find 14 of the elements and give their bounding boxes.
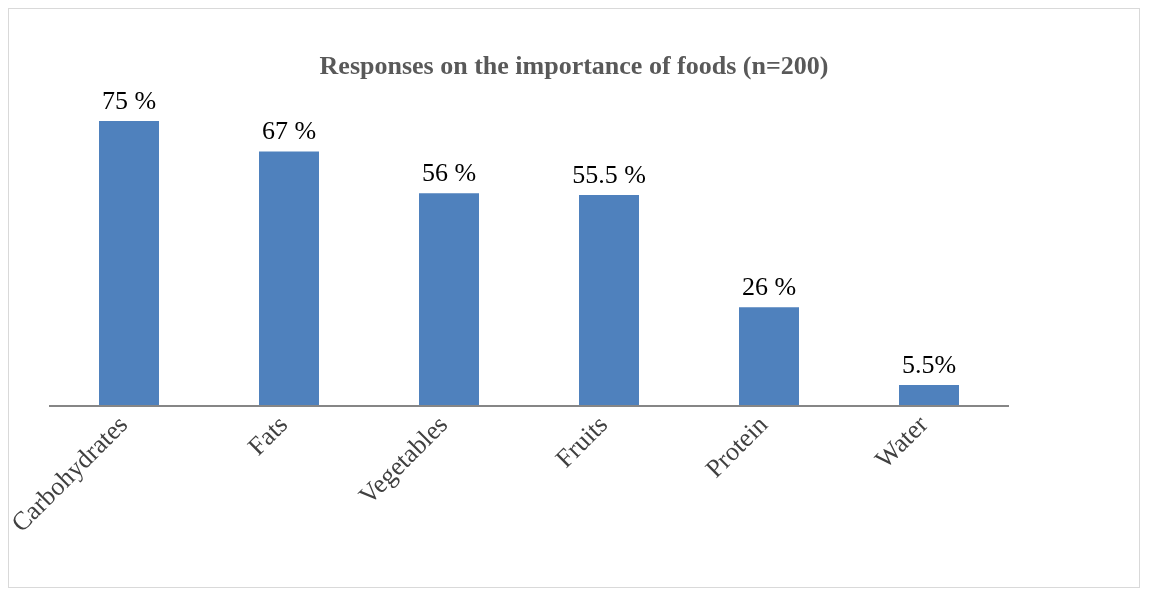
bar xyxy=(899,385,959,406)
data-label: 55.5 % xyxy=(572,160,646,190)
bar xyxy=(579,195,639,406)
data-label: 5.5% xyxy=(901,350,957,380)
data-label: 26 % xyxy=(741,272,797,302)
data-label: 56 % xyxy=(421,158,477,188)
bar xyxy=(259,151,319,406)
data-label: 67 % xyxy=(261,116,317,146)
data-label: 75 % xyxy=(101,86,157,115)
chart-title: Responses on the importance of foods (n=200) xyxy=(319,51,829,80)
x-tick-label: Fats xyxy=(242,409,294,461)
bar xyxy=(419,193,479,406)
bar xyxy=(99,121,159,406)
bar xyxy=(739,307,799,406)
